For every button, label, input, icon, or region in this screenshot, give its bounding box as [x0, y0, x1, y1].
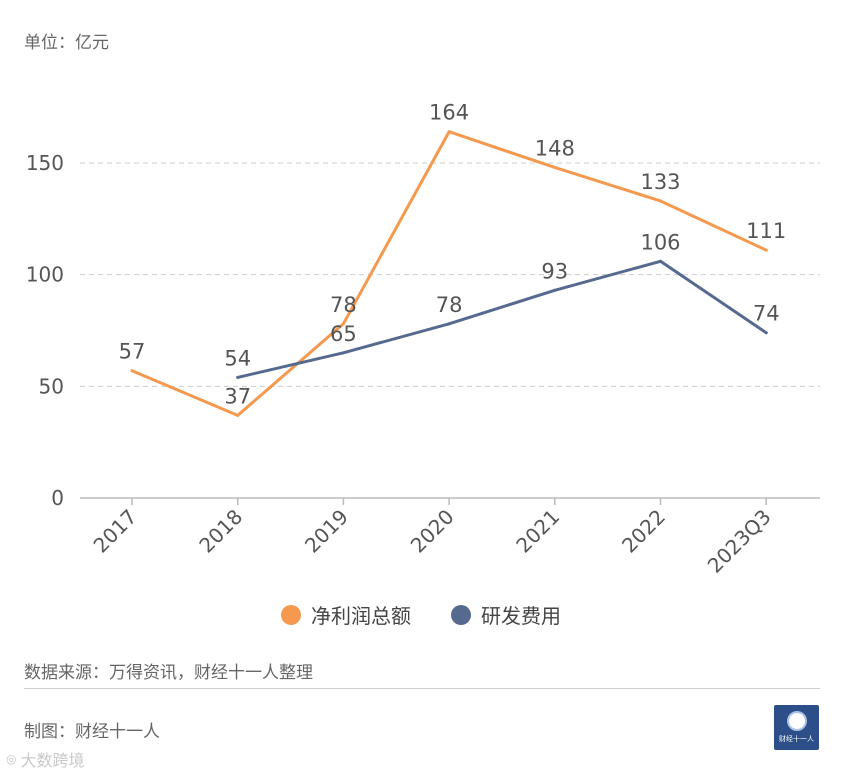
- legend: 净利润总额 研发费用: [0, 600, 842, 629]
- data-label-1: 164: [429, 101, 469, 125]
- unit-label: 单位：亿元: [24, 33, 109, 53]
- data-label-2: 54: [224, 346, 251, 370]
- x-tick-label: 2020: [406, 505, 459, 558]
- watermark: ◎ 大数跨境: [6, 747, 85, 771]
- legend-item-series-2: 研发费用: [451, 600, 561, 629]
- chart-maker-credit: 制图：财经十一人: [24, 722, 160, 742]
- data-point-2: [236, 375, 240, 379]
- data-point-1: [236, 413, 240, 417]
- data-point-2: [447, 322, 451, 326]
- data-label-2: 106: [640, 230, 680, 254]
- data-label-1: 148: [535, 136, 575, 160]
- y-tick-label: 0: [51, 486, 64, 510]
- publisher-logo: 财经十一人: [774, 705, 819, 750]
- data-label-2: 93: [541, 259, 568, 283]
- y-tick-label: 150: [26, 151, 64, 175]
- data-label-2: 74: [753, 302, 780, 326]
- x-tick-label: 2021: [511, 505, 564, 558]
- divider: [24, 688, 820, 689]
- data-label-1: 78: [330, 293, 357, 317]
- x-tick-label: 2018: [194, 505, 247, 558]
- legend-label-series-2: 研发费用: [481, 604, 561, 628]
- x-tick-label: 2022: [617, 505, 670, 558]
- logo-text: 财经十一人: [779, 735, 814, 743]
- data-point-1: [341, 322, 345, 326]
- data-point-1: [553, 165, 557, 169]
- data-point-2: [659, 259, 662, 263]
- data-label-2: 78: [436, 293, 463, 317]
- legend-swatch-series-2: [451, 604, 471, 625]
- data-point-1: [764, 248, 768, 252]
- x-tick-label: 2017: [89, 505, 142, 558]
- legend-item-series-1: 净利润总额: [281, 600, 411, 629]
- x-tick-label: 2019: [300, 505, 353, 558]
- watermark-icon: ◎: [6, 752, 17, 766]
- data-label-1: 57: [119, 340, 146, 364]
- data-point-2: [764, 331, 768, 335]
- data-label-1: 133: [640, 170, 680, 194]
- globe-icon: [786, 711, 807, 731]
- legend-swatch-series-1: [281, 604, 301, 625]
- data-point-1: [447, 130, 451, 134]
- data-label-2: 65: [330, 322, 357, 346]
- y-tick-label: 100: [26, 263, 64, 287]
- data-label-1: 111: [746, 219, 786, 243]
- data-point-2: [553, 288, 557, 292]
- data-point-2: [341, 351, 345, 355]
- legend-label-series-1: 净利润总额: [311, 604, 411, 628]
- data-point-1: [130, 369, 134, 373]
- data-source: 数据来源：万得资讯，财经十一人整理: [24, 663, 313, 683]
- x-tick-label: 2023Q3: [703, 505, 776, 578]
- y-tick-label: 50: [39, 374, 64, 398]
- line-chart: 0 50 100 150 2017 2018 2019 2020 2021 2022 2023Q3 5…: [26, 101, 820, 578]
- watermark-text: 大数跨境: [20, 751, 85, 770]
- data-label-1: 37: [224, 384, 251, 408]
- series-line-2: [236, 259, 768, 379]
- data-point-1: [659, 199, 662, 203]
